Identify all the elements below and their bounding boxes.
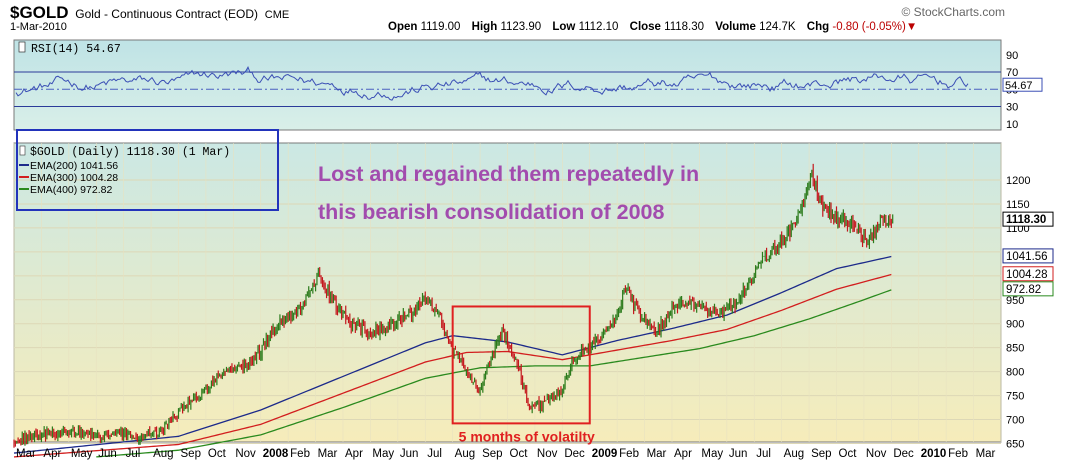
volume-label: Volume [715,21,756,33]
legend-price: $GOLD (Daily) 1118.30 (1 Mar) [30,146,230,159]
x-tick-label: Aug [153,448,173,460]
close-label: Close [629,21,661,33]
value-tag-label: 1041.56 [1006,251,1048,263]
x-tick-label: Jun [400,448,419,460]
exchange: CME [264,9,290,21]
x-tick-label: May [71,448,93,460]
x-tick-label: Mar [647,448,667,460]
ohlc-readout: Open 1119.00 High 1123.90 Low 1112.10 Cl… [388,21,917,33]
x-tick-label: Sep [181,448,201,460]
x-tick-label: Mar [318,448,338,460]
value-tag [1002,266,1054,282]
x-tick-label: Oct [839,448,858,460]
rsi-value-tag-label: 54.67 [1005,80,1033,92]
x-tick-label: Dec [893,448,914,460]
chart-date: 1-Mar-2010 [10,21,67,33]
high-label: High [471,21,498,33]
price-tick-label: 650 [1006,439,1024,451]
symbol: $GOLD [10,3,69,22]
x-tick-label: Oct [510,448,529,460]
low-value: 1112.10 [578,21,619,33]
high-value: 1123.90 [500,21,542,33]
x-tick-label: Aug [784,448,804,460]
rsi-tick-label: 10 [1006,119,1018,131]
annotation-line-2: this bearish consolidation of 2008 [318,200,665,224]
price-tick-label: 700 [1006,415,1024,427]
value-tag [1002,248,1054,264]
volatility-caption: 5 months of volatilty [459,428,595,444]
x-tick-label: Apr [345,448,363,460]
x-tick-label: Oct [208,448,227,460]
change-label: Chg [806,21,830,33]
x-tick-label: Jul [427,448,442,460]
rsi-value-tag [1002,77,1043,92]
x-tick-label: 2008 [263,448,289,460]
change-value: -0.80 (-0.05%) [832,21,906,33]
x-tick-label: Feb [619,448,639,460]
x-tick-label: Jun [729,448,748,460]
x-tick-label: Mar [976,448,996,460]
legend-box [16,129,279,211]
value-tag [1002,211,1054,227]
rsi-tick-label: 90 [1006,50,1018,62]
x-tick-label: Sep [811,448,831,460]
rsi-panel [13,39,1002,131]
value-tag-label: 1118.30 [1006,214,1046,226]
volatility-box [451,305,591,425]
price-tick-label: 800 [1006,367,1024,379]
x-tick-label: Jun [98,448,117,460]
change-down-arrow-icon: ▼ [905,21,918,33]
ema400-line [96,289,892,458]
price-tick-label: 750 [1006,391,1024,403]
rsi-tick-label: 70 [1006,67,1018,79]
symbol-description: Gold - Continuous Contract (EOD) [75,7,259,21]
x-tick-label: Sep [482,448,502,460]
x-tick-label: Nov [866,448,887,460]
x-tick-label: Jul [756,448,771,460]
close-value: 1118.30 [664,21,705,33]
x-tick-label: 2009 [592,448,618,460]
legend-ema200: EMA(200) 1041.56 [30,160,118,172]
x-tick-label: Jul [126,448,141,460]
x-tick-label: Feb [290,448,310,460]
legend-ema400: EMA(400) 972.82 [30,184,112,196]
x-tick-label: 2010 [921,448,947,460]
rsi-icon [18,41,26,53]
x-tick-label: Feb [948,448,968,460]
price-legend-icon [19,145,26,156]
price-tick-label: 1200 [1006,175,1030,187]
value-tag-label: 972.82 [1006,284,1041,296]
x-tick-label: Aug [455,448,475,460]
rsi-title: RSI(14) 54.67 [31,43,121,56]
open-value: 1119.00 [420,21,461,33]
brand-watermark: © StockCharts.com [901,5,1005,19]
low-label: Low [552,21,576,33]
rsi-line [15,66,969,101]
value-tag [1002,281,1054,297]
chart-header: $GOLD Gold - Continuous Contract (EOD) C… [0,0,1089,36]
volume-value: 124.7K [759,21,796,33]
x-tick-label: May [372,448,394,460]
open-label: Open [388,21,418,33]
x-tick-label: Mar [16,448,36,460]
annotation-line-1: Lost and regained them repeatedly in [318,162,699,186]
rsi-tick-label: 30 [1006,102,1018,114]
price-tick-label: 900 [1006,319,1024,331]
x-tick-label: Apr [43,448,61,460]
legend-ema300: EMA(300) 1004.28 [30,172,118,184]
x-tick-label: Nov [235,448,256,460]
symbol-line: $GOLD Gold - Continuous Contract (EOD) C… [10,3,289,23]
x-tick-label: Dec [564,448,585,460]
x-tick-label: Nov [537,448,558,460]
x-tick-label: Apr [674,448,692,460]
price-tick-label: 850 [1006,343,1024,355]
x-tick-label: May [701,448,723,460]
price-tick-label: 950 [1006,295,1024,307]
value-tag-label: 1004.28 [1006,269,1048,281]
price-tick-label: 1150 [1006,199,1030,211]
